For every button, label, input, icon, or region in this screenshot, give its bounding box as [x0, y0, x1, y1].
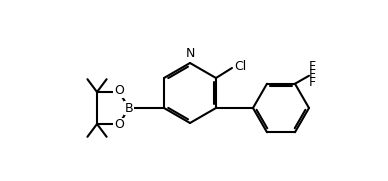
Text: F: F: [308, 60, 315, 73]
Text: O: O: [114, 85, 124, 98]
Text: F: F: [308, 68, 315, 81]
Text: O: O: [114, 119, 124, 132]
Text: N: N: [185, 47, 195, 60]
Text: F: F: [308, 76, 315, 89]
Text: Cl: Cl: [234, 60, 246, 73]
Text: B: B: [125, 102, 133, 115]
